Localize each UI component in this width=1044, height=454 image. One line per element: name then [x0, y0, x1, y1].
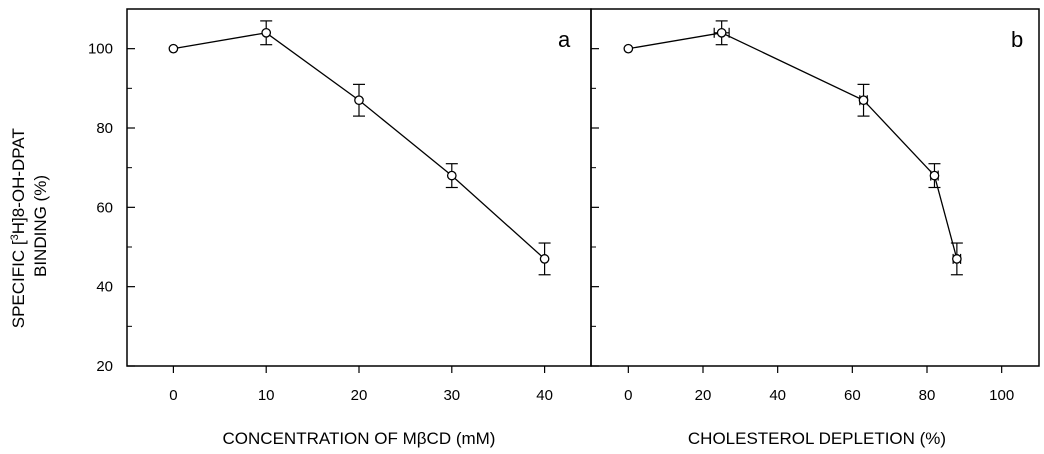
y-tick-label: 60 — [96, 199, 113, 216]
panel-b-frame — [590, 8, 1040, 367]
panel-b-x-tick-label: 80 — [919, 387, 936, 404]
panel-a-x-tick-label: 20 — [351, 387, 368, 404]
panel-b-x-tick-label: 20 — [695, 387, 712, 404]
panel-b-data-point — [952, 254, 962, 264]
panel-b-series-line — [628, 32, 958, 260]
panel-b-x-tick-label: 0 — [624, 387, 632, 404]
panel-b-data-point — [623, 43, 634, 54]
panel-a-series-line — [173, 32, 546, 260]
panel-a-data — [168, 20, 551, 276]
panel-b-ticks — [591, 48, 1003, 373]
panel-a-data-point — [261, 27, 272, 38]
panel-a-x-tick-label: 0 — [169, 387, 177, 404]
panel-a-tick-labels: 20 40 60 80 100 0 10 20 30 40 — [88, 41, 553, 404]
y-tick-label: 20 — [96, 358, 113, 375]
y-axis-title: SPECIFIC [3H]8-OH-DPAT BINDING (%) — [9, 124, 50, 329]
panel-a-x-tick-label: 10 — [258, 387, 275, 404]
panel-b-x-tick-label: 100 — [989, 387, 1014, 404]
y-axis-title-line1: SPECIFIC [3H]8-OH-DPAT — [9, 128, 28, 328]
y-axis-title-line2: BINDING (%) — [31, 175, 50, 277]
panel-a-data-point — [446, 170, 457, 181]
panel-a-x-tick-label: 40 — [536, 387, 553, 404]
panel-a-data-point — [354, 95, 364, 106]
panel-b-x-tick-label: 60 — [844, 387, 861, 404]
y-tick-label: 40 — [96, 279, 113, 296]
panel-a-x-tick-label: 30 — [443, 387, 460, 404]
panel-a-x-axis-title: CONCENTRATION OF MβCD (mM) — [223, 429, 496, 448]
panel-b-data-point — [716, 27, 727, 38]
panel-b-tick-labels: 0 20 40 60 80 100 — [624, 387, 1014, 404]
panel-a-data-point — [168, 43, 179, 54]
panel-a-ticks — [127, 48, 546, 373]
panel-b-letter: b — [1011, 27, 1023, 52]
panel-a: 20 40 60 80 100 0 10 20 30 40 a CONCENTRATION OF … — [88, 8, 592, 448]
y-tick-label: 80 — [96, 120, 113, 137]
y-axis-title-superscript: 3 — [9, 234, 21, 240]
panel-b-x-axis-title: CHOLESTEROL DEPLETION (%) — [688, 429, 946, 448]
panel-a-letter: a — [558, 27, 571, 52]
panel-b-data-point — [858, 95, 869, 106]
panel-b-data — [623, 20, 963, 276]
panel-b-data-point — [929, 170, 940, 181]
panel-b-x-tick-label: 40 — [769, 387, 786, 404]
panel-b: 0 20 40 60 80 100 b CHOLESTEROL DEPLETION (%) — [590, 8, 1040, 448]
y-tick-label: 100 — [88, 41, 113, 58]
panel-a-frame — [126, 8, 592, 367]
panel-a-data-point — [539, 254, 550, 264]
